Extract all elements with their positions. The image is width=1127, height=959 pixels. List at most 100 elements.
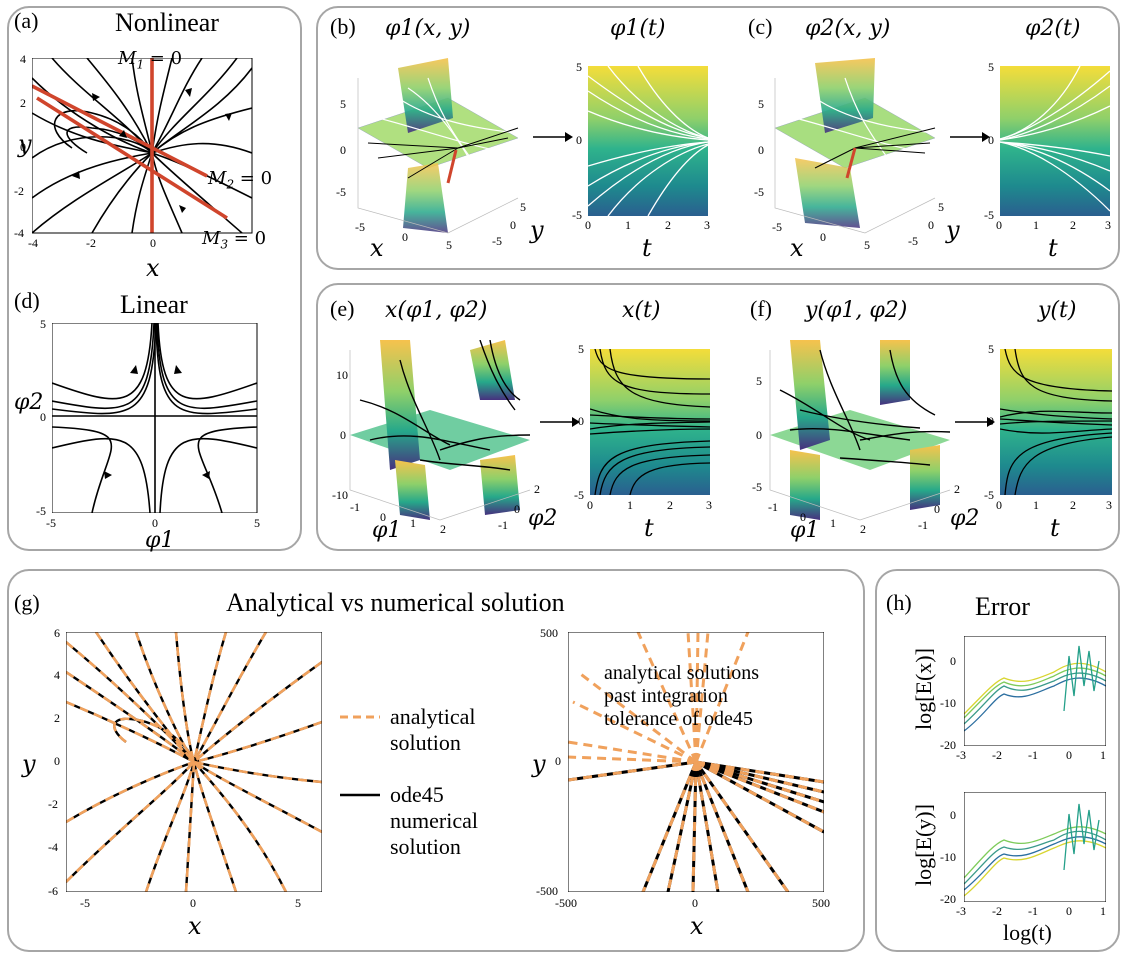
panel-f-ylabel: φ2 — [950, 506, 980, 531]
panel-f-surface-title: y(φ1, φ2) — [805, 298, 908, 323]
panel-c-xlabel: x — [790, 234, 804, 262]
panel-h-top-xtick: -1 — [1028, 748, 1038, 762]
legend-numerical-label: ode45 numerical solution — [390, 782, 478, 859]
panel-f-xtick: 0 — [800, 510, 806, 524]
panel-h-bottom-ytick: 0 — [950, 808, 956, 822]
panel-a-ytick: 2 — [20, 96, 26, 110]
panel-e-time-title: x(t) — [622, 298, 661, 323]
panel-g-left-ylabel: y — [22, 750, 36, 778]
panel-h-bottom-ylabel: log[E(y)] — [911, 804, 936, 886]
panel-c-xtick: -5 — [772, 220, 782, 234]
panel-e-xlabel: φ1 — [372, 518, 402, 543]
panel-c-xtick: 0 — [820, 230, 826, 244]
legend-analytical-swatch — [340, 715, 380, 719]
panel-b-time-xtick: 0 — [585, 218, 591, 232]
panel-g-right-ytick: 0 — [555, 754, 561, 768]
arrow-b — [533, 132, 573, 142]
panel-b-time-ytick: 0 — [576, 133, 582, 147]
panel-g-right-ytick: -500 — [536, 884, 558, 898]
panel-b-time-title: φ1(t) — [610, 16, 666, 41]
panel-f-time-xtick: 2 — [1070, 498, 1076, 512]
panel-f-label: (f) — [750, 296, 772, 321]
panel-c-ztick: 5 — [758, 97, 764, 111]
panel-g-title: Analytical vs numerical solution — [226, 588, 565, 617]
panel-e-ylabel: φ2 — [528, 506, 558, 531]
panel-b-xlabel: x — [370, 234, 384, 262]
panel-d-xlabel: φ1 — [145, 528, 175, 553]
legend-analytical-label: analytical solution — [390, 704, 476, 755]
panel-h-top-ytick: -20 — [940, 738, 956, 752]
panel-e-time-xtick: 0 — [587, 498, 593, 512]
panel-c-time-xtick: 2 — [1070, 218, 1076, 232]
panel-g-right-xtick: 0 — [692, 896, 698, 910]
surface-x-phi — [349, 340, 531, 521]
panel-h-top-xtick: 1 — [1100, 748, 1106, 762]
panel-b-xtick: 0 — [402, 230, 408, 244]
panel-e-xtick: 0 — [380, 510, 386, 524]
panel-c-xtick: 5 — [864, 238, 870, 252]
panel-h-top-xtick: -3 — [956, 748, 966, 762]
panel-b-ytick: 5 — [520, 200, 526, 214]
label-m2: M2 = 0 — [208, 168, 273, 192]
panel-g-left-xtick: 0 — [190, 896, 196, 910]
panel-b-tlabel: t — [642, 234, 652, 262]
panel-g-left-ytick: 2 — [54, 711, 60, 725]
panel-c-time-ytick: 5 — [988, 60, 994, 74]
panel-g-frame — [7, 569, 865, 952]
panel-d-xtick: -5 — [46, 516, 56, 530]
panel-c-tlabel: t — [1048, 234, 1058, 262]
panel-b-label: (b) — [330, 14, 356, 39]
panel-f-time-ytick: 0 — [988, 414, 994, 428]
timeseries-y — [1000, 349, 1112, 495]
panel-f-xlabel: φ1 — [790, 518, 820, 543]
panel-b-ytick: -5 — [492, 234, 502, 248]
panel-h-bottom-xtick: 1 — [1100, 904, 1106, 918]
panel-g-right-xtick: 500 — [812, 896, 830, 910]
panel-a-label: (a) — [14, 8, 39, 33]
panel-e-ytick: -1 — [498, 518, 508, 532]
surface-y-phi — [769, 340, 951, 521]
panel-g-left-ytick: 4 — [54, 668, 60, 682]
panel-b-ztick: -5 — [336, 185, 346, 199]
panel-g-left-ytick: -6 — [48, 884, 58, 898]
label-m3: M3 = 0 — [202, 228, 267, 252]
panel-h-top-xtick: 0 — [1066, 748, 1072, 762]
panel-c-time-xtick: 3 — [1105, 218, 1111, 232]
timeseries-x — [590, 349, 710, 495]
manifold-m3 — [36, 96, 228, 220]
panel-g-left-xtick: -5 — [80, 896, 90, 910]
panel-c-time-xtick: 0 — [996, 218, 1002, 232]
panel-d-ytick: -5 — [36, 504, 46, 518]
panel-a-title: Nonlinear — [115, 8, 219, 37]
panel-f-time-ytick: 5 — [988, 342, 994, 356]
panel-g-left-xtick: 5 — [295, 896, 301, 910]
panel-f-xtick: -1 — [768, 500, 778, 514]
panel-f-xtick: 1 — [830, 516, 836, 530]
panel-e-time-xtick: 1 — [627, 498, 633, 512]
panel-h-top-xtick: -2 — [992, 748, 1002, 762]
ode45-tolerance-note: analytical solutions past integration tole… — [604, 662, 759, 730]
panel-g-left-ytick: -2 — [48, 797, 58, 811]
panel-b-time-ytick: -5 — [572, 208, 582, 222]
panel-h-label: (h) — [886, 590, 912, 615]
arrow-e — [540, 417, 580, 427]
panel-a-xtick: 0 — [150, 236, 156, 250]
surface-phi1-xy — [357, 58, 519, 234]
panel-f-ztick: 0 — [756, 428, 762, 442]
panel-a-xtick: -4 — [28, 236, 38, 250]
error-y-plot — [964, 792, 1106, 902]
panel-c-time-title: φ2(t) — [1025, 16, 1081, 41]
panel-f-time-xtick: 0 — [996, 498, 1002, 512]
panel-f-ytick: -1 — [918, 518, 928, 532]
panel-f-tlabel: t — [1050, 514, 1060, 542]
panel-h-bottom-ytick: -20 — [940, 892, 956, 906]
panel-a-ytick: 4 — [20, 52, 26, 66]
panel-f-ytick: 2 — [954, 482, 960, 496]
manifold-m2 — [32, 84, 208, 178]
panel-b-ytick: 0 — [510, 218, 516, 232]
panel-g-left-ytick: 0 — [54, 754, 60, 768]
panel-h-bottom-xtick: -3 — [956, 904, 966, 918]
surface-phi2-xy — [774, 58, 936, 234]
panel-h-bottom-xtick: -2 — [992, 904, 1002, 918]
panel-d-ylabel: φ2 — [14, 390, 44, 415]
